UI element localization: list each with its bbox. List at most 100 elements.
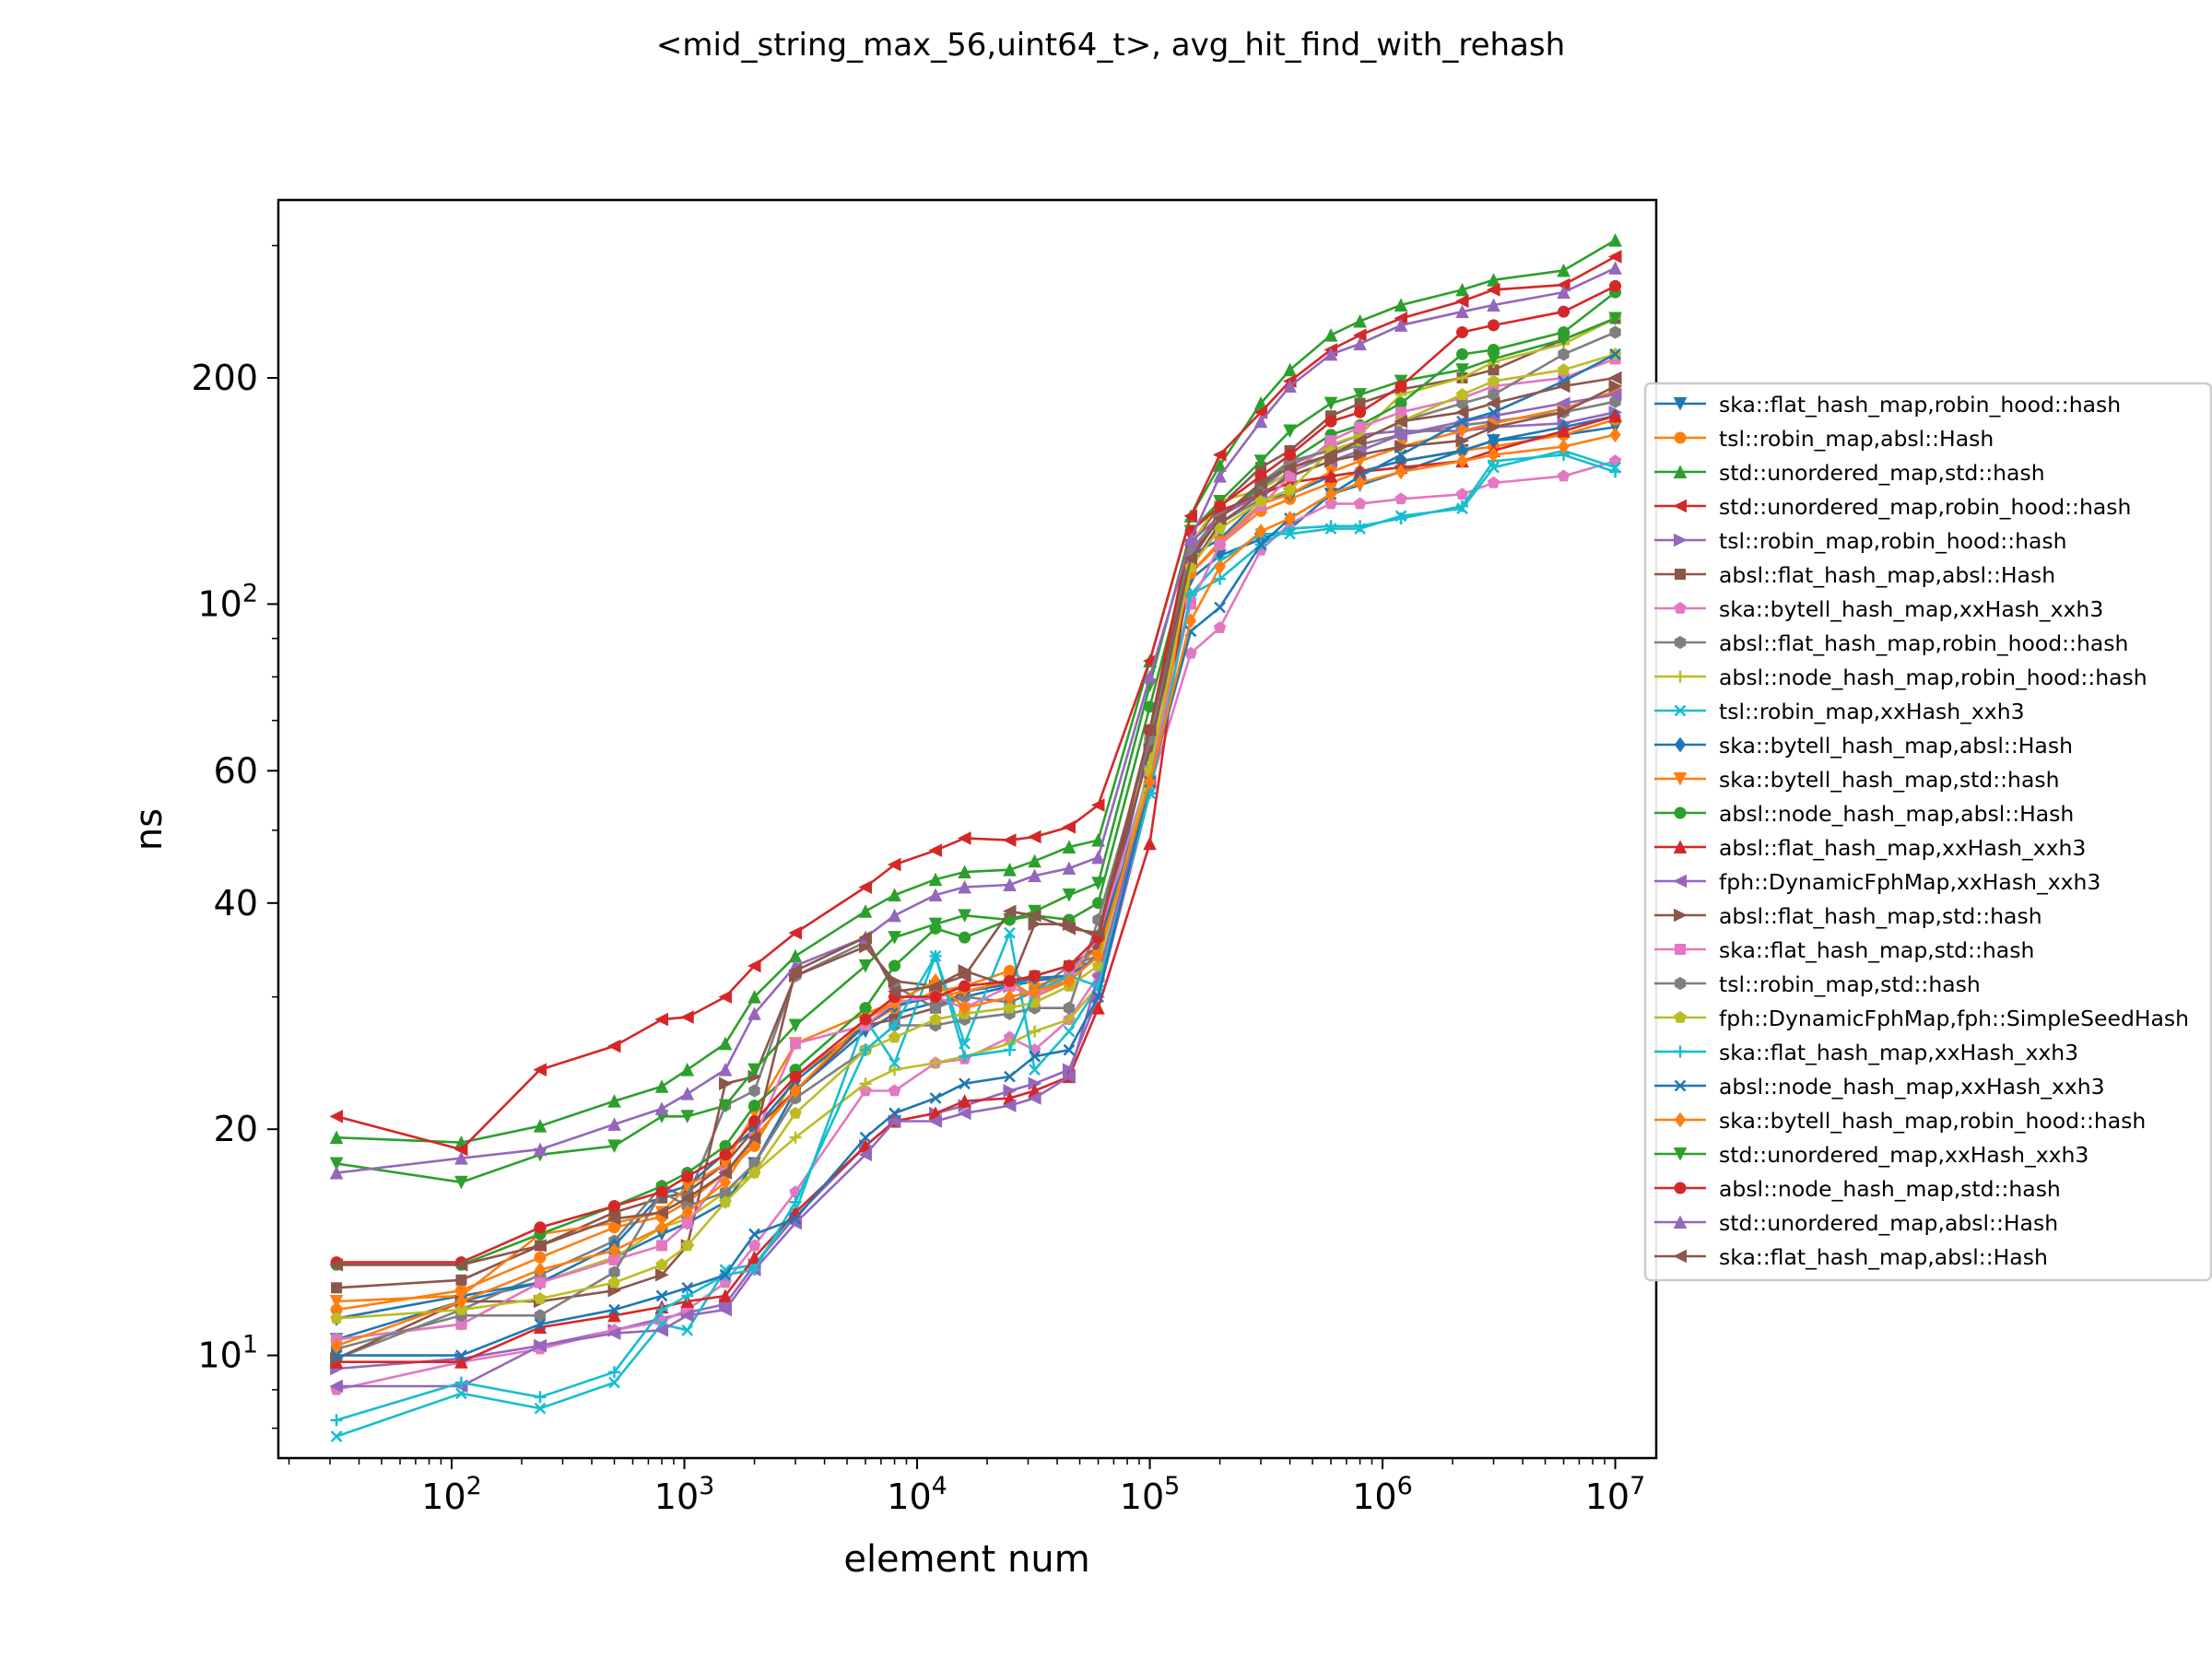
data-point [1608,379,1623,394]
data-point [1003,1001,1017,1014]
legend-label: ska::flat_hash_map,xxHash_xxh3 [1719,1040,2078,1065]
data-point [748,1084,760,1098]
series-line [335,426,1616,1341]
legend-label: absl::node_hash_map,std::hash [1719,1176,2061,1202]
data-point [607,1308,621,1323]
legend-marker [1675,569,1686,580]
legend-label: std::unordered_map,absl::Hash [1719,1210,2058,1236]
legend-marker [1674,736,1687,753]
y-tick-label: 20 [214,1109,258,1149]
legend-marker [1673,499,1687,513]
data-point [719,1174,732,1191]
data-point [1455,326,1468,339]
data-point [1487,476,1500,488]
data-point [1063,1025,1076,1038]
data-point [1394,380,1407,393]
data-point [1214,572,1227,585]
data-point [1324,469,1338,483]
data-point [1029,970,1041,982]
data-point [789,1070,802,1083]
data-point [1063,959,1076,972]
data-point [1354,397,1366,409]
legend-frame [1643,382,2212,1282]
data-point [329,1130,344,1145]
data-point [747,1250,761,1265]
data-point [1394,440,1408,453]
data-point [1324,415,1337,428]
data-point [330,1312,343,1324]
data-point [1004,1070,1016,1083]
series-21 [330,348,1621,1361]
data-point [1283,362,1297,377]
data-point [1557,469,1571,482]
data-point [654,1206,669,1219]
data-point [1353,497,1367,510]
data-point [1354,406,1367,418]
data-point [859,1013,872,1026]
data-point [789,1212,802,1225]
data-point [681,1324,694,1336]
data-point [534,1251,547,1264]
data-point [718,1288,733,1303]
data-point [1488,406,1500,418]
data-point [1092,980,1105,993]
data-point [330,1414,343,1427]
data-point [1184,613,1197,629]
data-point [718,1036,733,1051]
data-point [1027,909,1041,923]
data-point [1213,620,1227,633]
data-point [888,1056,900,1069]
x-tick-label: 103 [654,1472,715,1517]
data-point [654,1101,669,1115]
legend-marker [1673,874,1687,888]
data-point [1254,524,1267,539]
legend-entry: std::unordered_map,robin_hood::hash [1654,494,2131,520]
data-point [608,1376,620,1389]
data-point [888,1030,901,1043]
series-line [335,331,1617,1350]
data-point [718,1166,733,1180]
data-point [1487,298,1500,312]
series-10 [330,444,1621,1442]
data-point [788,925,803,940]
data-point [1284,511,1296,526]
data-point [1282,460,1297,475]
legend-label: fph::DynamicFphMap,fph::SimpleSeedHash [1719,1006,2189,1031]
legend-label: absl::flat_hash_map,std::hash [1719,903,2042,929]
data-point [453,1257,468,1272]
data-point [681,1205,693,1220]
data-point [748,1228,760,1241]
data-point [607,1117,621,1131]
data-point [1002,1099,1017,1112]
data-point [1609,348,1621,360]
data-point [1325,435,1337,447]
data-point [454,1376,467,1389]
legend-marker [1674,704,1687,717]
data-point [718,990,733,1004]
data-point [680,1087,695,1100]
legend-marker [1674,1079,1687,1092]
data-point [747,1130,761,1145]
data-point [888,1084,901,1097]
x-tick-label: 102 [421,1472,482,1517]
data-point [789,1131,802,1144]
data-point [533,1239,547,1253]
data-point [1253,454,1268,468]
legend-marker [1673,465,1688,478]
data-point [1063,1001,1076,1015]
data-point [1608,233,1622,247]
data-point [1394,298,1408,312]
data-point [1558,439,1570,454]
data-point [1143,669,1157,684]
data-point [1456,415,1468,428]
data-point [1353,388,1367,402]
series-22 [330,427,1621,1354]
legend-entry: ska::flat_hash_map,robin_hood::hash [1654,392,2121,418]
data-point [607,1094,621,1108]
series-14 [329,408,1622,1369]
data-point [533,1142,547,1157]
data-point [454,1175,468,1190]
y-axis-label: ns [128,808,171,851]
data-point [655,1289,668,1302]
series-20 [330,448,1622,1427]
